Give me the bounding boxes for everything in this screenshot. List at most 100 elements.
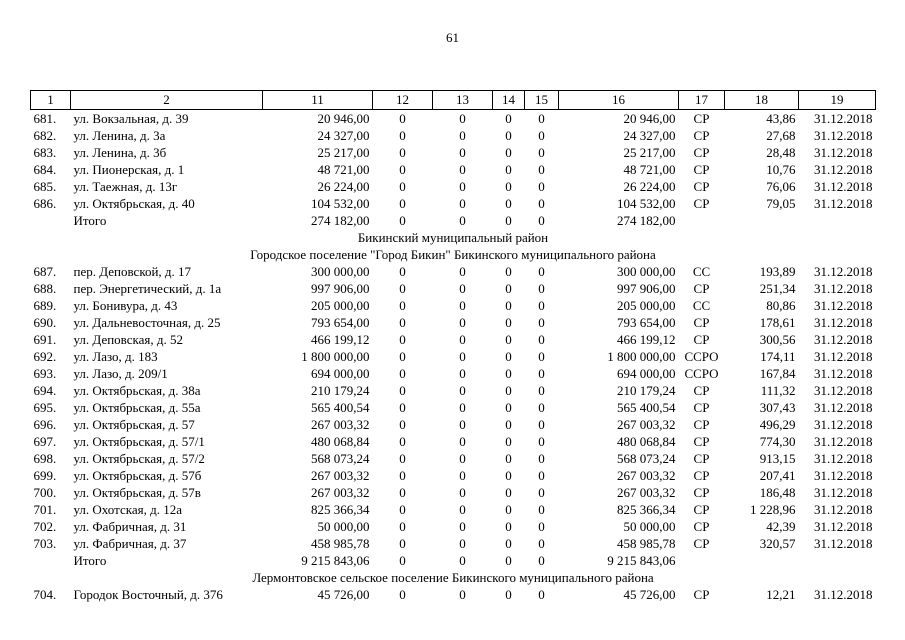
table-row: 701. ул. Охотская, д. 12а 825 366,34 0 0 0 0 82…: [31, 501, 876, 518]
cell-amount-11: 25 217,00: [317, 145, 370, 160]
cell-15: 0: [538, 196, 545, 211]
cell-12: 0: [399, 434, 406, 449]
cell-address: ул. Таежная, д. 13г: [73, 179, 178, 194]
table-row: 690. ул. Дальневосточная, д. 25 793 654,00…: [31, 314, 876, 331]
cell-amount-16: 480 068,84: [617, 434, 676, 449]
cell-14: 0: [505, 400, 512, 415]
cell-15: 0: [538, 417, 545, 432]
cell-12: 0: [399, 349, 406, 364]
cell-15: 0: [538, 400, 545, 415]
table-row: 699. ул. Октябрьская, д. 57б 267 003,32 0 0 0…: [31, 467, 876, 484]
cell-12: 0: [399, 451, 406, 466]
cell-date-19: 31.12.2018: [814, 536, 873, 551]
section-row: Городское поселение "Город Бикин" Бикинс…: [31, 246, 876, 263]
cell-number: [31, 552, 71, 569]
cell-12: 0: [399, 366, 406, 381]
table-row: 702. ул. Фабричная, д. 31 50 000,00 0 0 0 0 50 …: [31, 518, 876, 535]
cell-date-19: 31.12.2018: [814, 434, 873, 449]
cell-value-18: 12,21: [766, 587, 796, 602]
cell-amount-11: 825 366,34: [311, 502, 370, 517]
cell-address: ул. Октябрьская, д. 57/1: [73, 434, 205, 449]
table-row: 703. ул. Фабричная, д. 37 458 985,78 0 0 0 0 45…: [31, 535, 876, 552]
cell-15: 0: [538, 179, 545, 194]
cell-13: 0: [459, 213, 466, 228]
cell-13: 0: [459, 162, 466, 177]
table-header: 1 2 11 12 13 14 15 16 17 18 19: [30, 90, 876, 110]
cell-amount-16: 694 000,00: [617, 366, 676, 381]
cell-number: 686.: [33, 196, 57, 211]
cell-amount-16: 267 003,32: [617, 417, 676, 432]
cell-amount-11: 997 906,00: [311, 281, 370, 296]
cell-type-17: СС: [692, 298, 711, 313]
cell-number: [31, 212, 71, 229]
cell-date-19: 31.12.2018: [814, 417, 873, 432]
cell-value-18: 307,43: [759, 400, 796, 415]
cell-type-17: ССРО: [684, 366, 719, 381]
cell-address: Итого: [73, 553, 107, 568]
cell-amount-16: 458 985,78: [617, 536, 676, 551]
cell-address: пер. Деповской, д. 17: [73, 264, 192, 279]
column-header: 12: [372, 90, 433, 110]
cell-12: 0: [399, 162, 406, 177]
cell-amount-16: 9 215 843,06: [607, 553, 676, 568]
cell-14: 0: [505, 383, 512, 398]
cell-type-17: [679, 552, 725, 569]
cell-value-18: 43,86: [766, 111, 796, 126]
cell-15: 0: [538, 264, 545, 279]
cell-14: 0: [505, 264, 512, 279]
cell-12: 0: [399, 502, 406, 517]
cell-number: 693.: [33, 366, 57, 381]
cell-14: 0: [505, 332, 512, 347]
cell-value-18: 913,15: [759, 451, 796, 466]
cell-type-17: СР: [693, 417, 710, 432]
cell-13: 0: [459, 400, 466, 415]
cell-15: 0: [538, 519, 545, 534]
cell-12: 0: [399, 485, 406, 500]
cell-amount-11: 210 179,24: [311, 383, 370, 398]
cell-14: 0: [505, 196, 512, 211]
cell-15: 0: [538, 366, 545, 381]
column-header: 2: [70, 90, 263, 110]
cell-value-18: 320,57: [759, 536, 796, 551]
cell-12: 0: [399, 281, 406, 296]
cell-12: 0: [399, 145, 406, 160]
table-row: 687. пер. Деповской, д. 17 300 000,00 0 0 0 0 3…: [31, 263, 876, 280]
cell-date-19: 31.12.2018: [814, 298, 873, 313]
cell-12: 0: [399, 417, 406, 432]
cell-date-19: 31.12.2018: [814, 145, 873, 160]
cell-number: 699.: [33, 468, 57, 483]
column-header: 19: [798, 90, 876, 110]
column-header: 17: [678, 90, 725, 110]
cell-number: 702.: [33, 519, 57, 534]
table-row: 681. ул. Вокзальная, д. 39 20 946,00 0 0 0 0 20…: [31, 110, 876, 128]
cell-value-18: 111,32: [760, 383, 796, 398]
column-header: 14: [492, 90, 525, 110]
cell-amount-11: 466 199,12: [311, 332, 370, 347]
cell-15: 0: [538, 111, 545, 126]
cell-15: 0: [538, 383, 545, 398]
cell-type-17: СР: [693, 400, 710, 415]
cell-13: 0: [459, 468, 466, 483]
cell-value-18: 79,05: [766, 196, 796, 211]
cell-amount-11: 274 182,00: [311, 213, 370, 228]
cell-type-17: СР: [693, 128, 710, 143]
cell-value-18: 42,39: [766, 519, 796, 534]
payments-table: 1 2 11 12 13 14 15 16 17 18 19 681. ул. Вокзальная,…: [30, 90, 876, 603]
cell-amount-11: 480 068,84: [311, 434, 370, 449]
cell-amount-16: 20 946,00: [623, 111, 676, 126]
table-row: 691. ул. Деповская, д. 52 466 199,12 0 0 0 0 46…: [31, 331, 876, 348]
cell-address: ул. Бонивура, д. 43: [73, 298, 178, 313]
cell-15: 0: [538, 332, 545, 347]
cell-14: 0: [505, 587, 512, 602]
cell-number: 691.: [33, 332, 57, 347]
cell-14: 0: [505, 553, 512, 568]
cell-value-18: 80,86: [766, 298, 796, 313]
cell-type-17: СР: [693, 162, 710, 177]
table-row: 689. ул. Бонивура, д. 43 205 000,00 0 0 0 0 205…: [31, 297, 876, 314]
cell-14: 0: [505, 468, 512, 483]
cell-address: Итого: [73, 213, 107, 228]
cell-type-17: СР: [693, 587, 710, 602]
cell-type-17: СР: [693, 383, 710, 398]
header-row: 1 2 11 12 13 14 15 16 17 18 19: [30, 90, 876, 110]
cell-amount-16: 825 366,34: [617, 502, 676, 517]
